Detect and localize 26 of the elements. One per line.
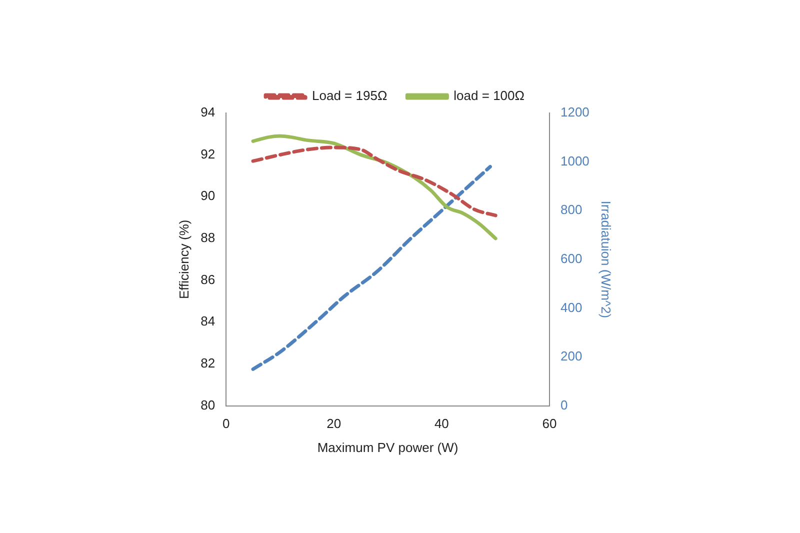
y2-tick-label: 1000 [560,153,590,168]
y-tick-label: 94 [200,104,216,120]
y-tick-label: 90 [200,188,216,204]
legend-label: Load = 195Ω [312,88,388,104]
y-tick-label: 88 [200,230,216,246]
y2-axis-title: Irradiatuion (W/m^2) [598,200,614,318]
x-axis-title: Maximum PV power (W) [317,440,458,455]
x-tick-label: 40 [434,416,449,432]
y2-tick-label: 0 [560,397,568,412]
y2-tick-label: 800 [560,202,582,218]
x-tick-label: 60 [542,416,557,432]
y-tick-label: 92 [200,146,216,162]
y-tick-label: 84 [200,314,216,329]
y2-tick-label: 400 [560,300,582,315]
y2-tick-label: 200 [560,348,582,364]
legend-label: load = 100Ω [454,88,525,104]
line-series [251,164,492,371]
y-tick-label: 86 [200,272,216,287]
y2-tick-label: 1200 [560,104,590,120]
y-tick-label: 80 [200,397,216,412]
x-tick-label: 0 [222,416,230,432]
y-tick-label: 82 [200,356,216,371]
x-tick-label: 20 [326,416,342,432]
line-series [251,146,498,218]
y-axis-title: Efficiency (%) [176,220,192,300]
y2-tick-label: 600 [560,250,582,266]
